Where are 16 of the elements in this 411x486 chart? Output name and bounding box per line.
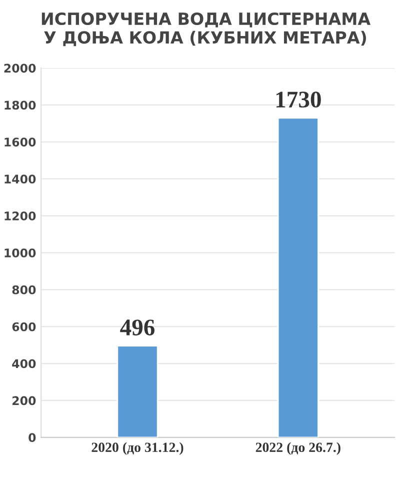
y-tick-label: 1000 (4, 248, 36, 258)
y-tick-label: 400 (12, 359, 36, 368)
y-tick-label: 1200 (4, 212, 36, 220)
y-tick-label: 200 (12, 396, 36, 406)
y-tick-label: 1800 (4, 100, 36, 110)
x-tick-label: 2022 (до 26.7.) (256, 442, 340, 455)
y-tick-label: 800 (12, 285, 36, 294)
y-tick-label: 1400 (4, 174, 36, 184)
chart-title: ИСПОРУЧЕНА ВОДА ЦИСТЕРНАМА У ДОЊА КОЛА (КУБНИХ МЕТАРА) (42, 12, 371, 46)
data-label: 496 (120, 320, 155, 336)
x-tick-label: 2020 (до 31.12.) (92, 442, 184, 455)
y-tick-label: 1600 (4, 138, 36, 147)
data-label: 1730 (276, 92, 321, 108)
y-tick-label: 2000 (4, 64, 36, 73)
y-tick-label: 600 (12, 322, 36, 332)
y-tick-label: 0 (28, 433, 36, 442)
